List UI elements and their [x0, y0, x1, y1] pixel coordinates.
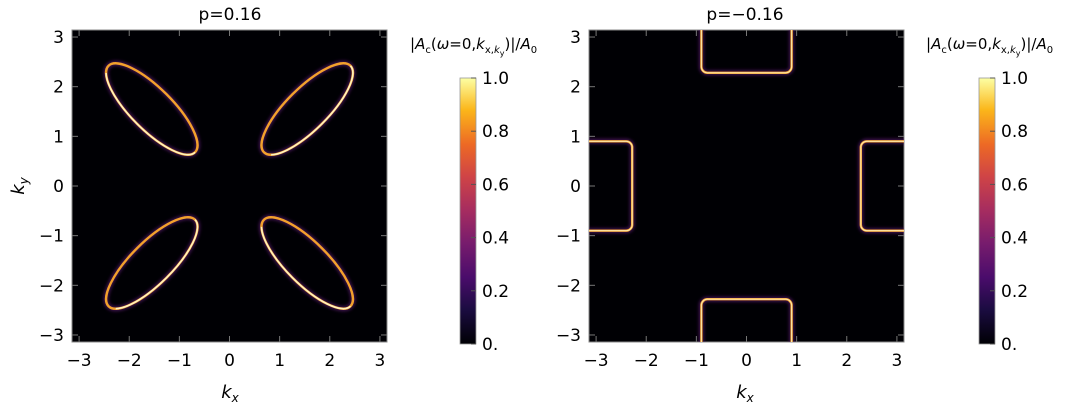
- x-axis-label: kx: [736, 382, 754, 405]
- plot-area: [588, 29, 905, 343]
- y-tick-label: 1: [570, 127, 581, 147]
- y-tick-label: −2: [556, 276, 581, 296]
- pockets: [103, 60, 356, 312]
- y-tick-label: 1: [53, 127, 64, 147]
- y-tick-label: −2: [39, 276, 64, 296]
- colorbar-label: |Ac(ω=0,kx,ky)|/A0: [410, 35, 537, 58]
- x-tick-label: −2: [634, 351, 659, 371]
- colorbar-tick-label: 0.: [1001, 335, 1017, 355]
- x-tick-label: −3: [67, 351, 92, 371]
- colorbar-tick-label: 0.6: [1001, 175, 1028, 195]
- x-tick-label: 1: [274, 351, 285, 371]
- y-tick-label: −3: [39, 326, 64, 346]
- x-tick-label: 0: [741, 351, 752, 371]
- x-tick-label: −1: [167, 351, 192, 371]
- x-tick-label: 2: [841, 351, 852, 371]
- y-tick-label: 3: [53, 28, 64, 48]
- x-axis: −3 −2 −1 0 1 2 3: [67, 30, 385, 371]
- colorbar-tick-label: 0.8: [1001, 122, 1028, 142]
- fermi-pocket: [858, 138, 904, 234]
- colorbar-ticks: 0. 0.2 0.4 0.6 0.8 1.0: [471, 69, 509, 355]
- plot-area: [71, 29, 388, 343]
- fermi-pocket: [589, 138, 635, 234]
- fermi-pocket: [698, 30, 795, 76]
- y-tick-label: 2: [570, 78, 581, 98]
- x-tick-label: −3: [584, 351, 609, 371]
- x-tick-label: 3: [374, 351, 385, 371]
- y-tick-label: −1: [39, 227, 64, 247]
- y-tick-label: 0: [570, 177, 581, 197]
- fermi-pocket: [698, 296, 795, 342]
- chart-title: p=0.16: [199, 5, 262, 25]
- colorbar-tick-label: 0.2: [1001, 282, 1028, 302]
- y-axis-label: ky: [8, 176, 31, 194]
- colorbar: [459, 77, 477, 345]
- x-tick-label: 0: [224, 351, 235, 371]
- colorbar-tick-label: 1.0: [1001, 69, 1028, 89]
- x-axis-label: kx: [221, 382, 239, 405]
- colorbar: [978, 77, 996, 345]
- colorbar-tick-label: 0.4: [482, 229, 509, 249]
- x-tick-label: 2: [324, 351, 335, 371]
- x-tick-label: 1: [791, 351, 802, 371]
- y-axis: −3 −2 −1 0 1 2 3: [556, 28, 904, 346]
- y-tick-label: 3: [570, 28, 581, 48]
- y-tick-label: −1: [556, 227, 581, 247]
- colorbar-tick-label: 0.8: [482, 122, 509, 142]
- fermi-pocket: [103, 60, 200, 158]
- colorbar-tick-label: 1.0: [482, 69, 509, 89]
- colorbar-ticks: 0. 0.2 0.4 0.6 0.8 1.0: [990, 69, 1028, 355]
- y-tick-label: −3: [556, 326, 581, 346]
- colorbar-label: |Ac(ω=0,kx,ky)|/A0: [926, 35, 1053, 58]
- x-axis: −3 −2 −1 0 1 2 3: [584, 30, 902, 371]
- heatmap-panel-right: p=−0.16 −3 −2 −1 0 1 2 3 −3 −2 −1 0 1 2 3 kx |Ac(ω=0…: [556, 5, 1053, 405]
- y-axis: −3 −2 −1 0 1 2 3: [39, 28, 387, 346]
- pockets: [589, 30, 904, 342]
- colorbar-tick-label: 0.2: [482, 282, 509, 302]
- fermi-pocket: [259, 60, 356, 158]
- chart-title: p=−0.16: [706, 5, 783, 25]
- heatmap-panel-left: p=0.16 −3 −2 −1 0 1 2 3 −3 −2 −1 0 1 2 3 kx ky |Ac(ω…: [8, 5, 537, 405]
- fermi-pocket: [259, 214, 356, 312]
- fermi-pocket: [103, 214, 200, 312]
- colorbar-tick-label: 0.: [482, 335, 498, 355]
- colorbar-tick-label: 0.4: [1001, 229, 1028, 249]
- y-tick-label: 0: [53, 177, 64, 197]
- x-tick-label: 3: [891, 351, 902, 371]
- x-tick-label: −1: [684, 351, 709, 371]
- colorbar-tick-label: 0.6: [482, 175, 509, 195]
- y-tick-label: 2: [53, 78, 64, 98]
- x-tick-label: −2: [117, 351, 142, 371]
